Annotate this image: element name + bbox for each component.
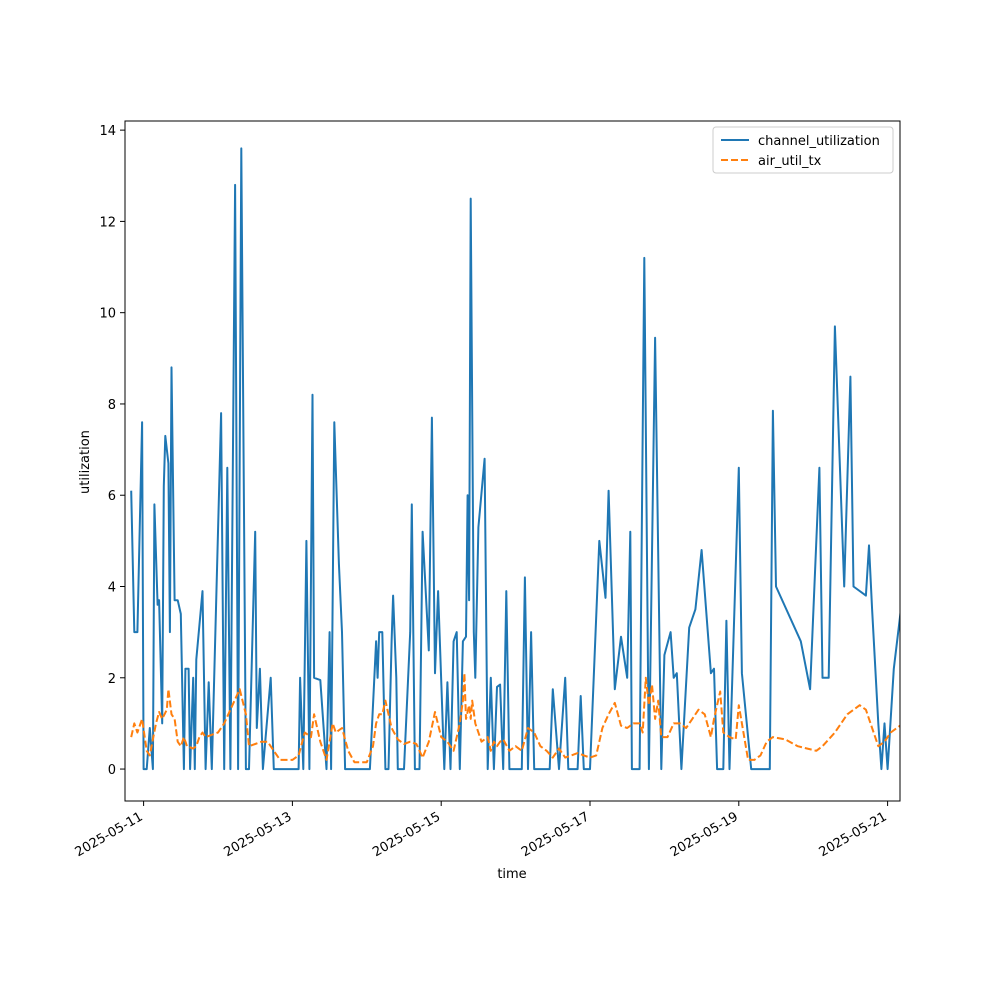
y-tick-label: 6 [108, 489, 116, 504]
plot-area [130, 147, 900, 771]
legend: channel_utilization air_util_tx [712, 126, 894, 174]
x-axis-label: time [497, 867, 526, 882]
y-tick-label: 10 [99, 307, 116, 322]
plot-frame [124, 120, 901, 802]
y-axis-label: utilization [78, 430, 93, 494]
series-lines [130, 147, 900, 771]
y-tick-label: 0 [108, 763, 116, 778]
y-tick-label: 12 [99, 215, 116, 230]
series-line-channel-utilization [130, 147, 900, 771]
series-line-air-util-tx [130, 672, 900, 764]
y-tick-label: 4 [108, 581, 116, 596]
legend-box [712, 126, 894, 174]
y-tick-label: 8 [108, 398, 116, 413]
y-tick-label: 14 [99, 124, 116, 139]
legend-label-air-util-tx: air_util_tx [758, 154, 822, 169]
y-tick-label: 2 [108, 672, 116, 687]
legend-label-channel-utilization: channel_utilization [758, 134, 880, 149]
